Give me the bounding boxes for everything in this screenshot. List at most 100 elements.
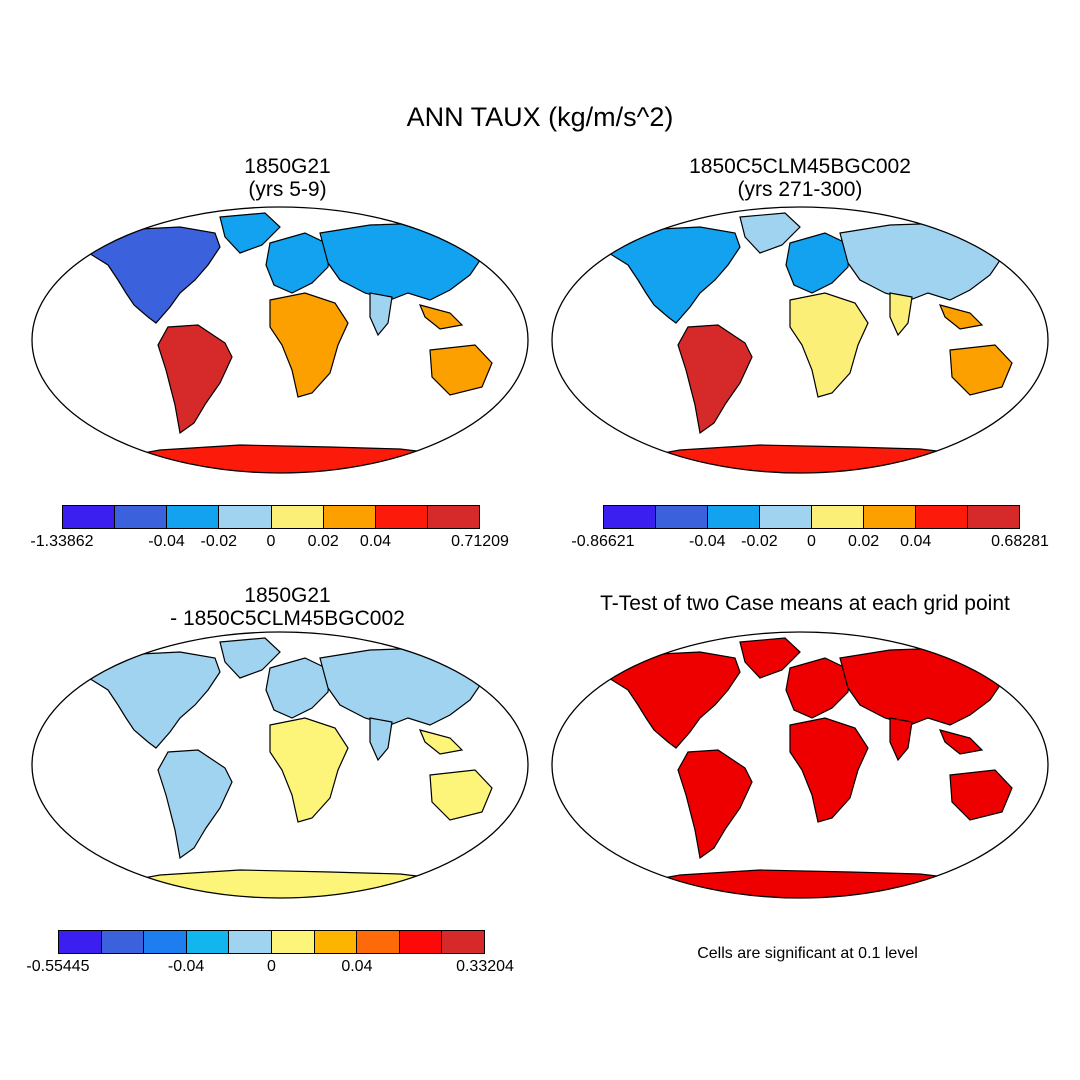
colorbar-tick-label: -0.55445 bbox=[26, 958, 90, 975]
colorbar-tick-label: 0.04 bbox=[341, 958, 373, 975]
region-greenland bbox=[219, 637, 281, 679]
colorbar-boxes bbox=[58, 930, 485, 954]
region-seasia bbox=[938, 304, 984, 330]
map-ttest bbox=[551, 631, 1049, 899]
colorbar-boxes bbox=[62, 505, 480, 529]
colorbar-swatch bbox=[864, 506, 916, 528]
colorbar-tick-label: -0.02 bbox=[200, 533, 237, 550]
region-greenland bbox=[739, 212, 801, 254]
region-africa bbox=[269, 717, 349, 823]
colorbar-swatch bbox=[115, 506, 168, 528]
region-asia bbox=[319, 647, 486, 726]
region-antarctica bbox=[628, 869, 990, 898]
colorbar-swatch bbox=[63, 506, 116, 528]
region-india bbox=[889, 717, 913, 762]
region-africa bbox=[789, 717, 869, 823]
region-africa bbox=[269, 292, 349, 398]
map-land-layer bbox=[588, 637, 1013, 898]
region-samerica bbox=[157, 324, 233, 435]
region-australia bbox=[949, 344, 1013, 396]
colorbar-swatch bbox=[357, 931, 400, 953]
colorbar-tick-label: 0.02 bbox=[307, 533, 339, 550]
region-samerica bbox=[157, 749, 233, 860]
colorbar-swatch bbox=[656, 506, 708, 528]
colorbar-diff: -0.55445 -0.04 0 0.04 0.33204 bbox=[26, 930, 514, 976]
map-boundary bbox=[31, 631, 529, 899]
map-diff bbox=[31, 631, 529, 899]
region-greenland bbox=[739, 637, 801, 679]
colorbar-tick-label: 0 bbox=[267, 958, 276, 975]
colorbar-tick-label: 0 bbox=[807, 533, 816, 550]
colorbar-swatch bbox=[186, 931, 230, 953]
region-namerica bbox=[588, 226, 741, 324]
region-antarctica bbox=[628, 444, 990, 473]
region-seasia bbox=[418, 729, 464, 755]
colorbar-tick-label: 0.71209 bbox=[451, 533, 509, 550]
colorbar-swatch bbox=[427, 506, 479, 528]
colorbar-tick-label: 0.33204 bbox=[456, 958, 514, 975]
colorbar-swatch bbox=[604, 506, 656, 528]
map-boundary bbox=[31, 206, 529, 474]
region-namerica bbox=[68, 226, 221, 324]
colorbar-swatch bbox=[101, 931, 145, 953]
region-asia bbox=[839, 222, 1006, 301]
colorbar-tick-label: 0.04 bbox=[900, 533, 932, 550]
colorbar-swatch bbox=[375, 506, 428, 528]
map-land-layer bbox=[68, 637, 493, 898]
colorbar-swatch bbox=[271, 506, 324, 528]
region-australia bbox=[429, 769, 493, 821]
region-europe bbox=[265, 657, 331, 719]
region-australia bbox=[949, 769, 1013, 821]
region-seasia bbox=[418, 304, 464, 330]
figure-title: ANN TAUX (kg/m/s^2) bbox=[406, 102, 674, 132]
colorbar-swatch bbox=[812, 506, 864, 528]
region-europe bbox=[785, 232, 851, 294]
map-land-layer bbox=[68, 212, 493, 473]
colorbar-case2: -0.86621 -0.04 -0.02 0 0.02 0.04 0.68281 bbox=[571, 505, 1049, 551]
region-seasia bbox=[938, 729, 984, 755]
colorbar-swatch bbox=[167, 506, 220, 528]
region-greenland bbox=[219, 212, 281, 254]
colorbar-tick-label: -0.04 bbox=[689, 533, 726, 550]
map-case1 bbox=[31, 206, 529, 474]
colorbar-swatch bbox=[760, 506, 812, 528]
colorbar-swatch bbox=[968, 506, 1019, 528]
region-europe bbox=[265, 232, 331, 294]
colorbar-swatch bbox=[59, 931, 102, 953]
colorbar-tick-label: 0.04 bbox=[359, 533, 392, 550]
map-case2 bbox=[551, 206, 1049, 474]
colorbar-tick-label: 0.02 bbox=[848, 533, 880, 550]
panel-title-case1: 1850G21 (yrs 5-9) bbox=[244, 155, 331, 201]
region-india bbox=[369, 717, 393, 762]
colorbar-case1: -1.33862 -0.04 -0.02 0 0.02 0.04 0.71209 bbox=[30, 505, 509, 551]
map-boundary bbox=[551, 206, 1049, 474]
panel-title-case2: 1850C5CLM45BGC002 (yrs 271-300) bbox=[689, 155, 911, 201]
colorbar-tick-label: 0 bbox=[266, 533, 276, 550]
colorbar-boxes bbox=[603, 505, 1020, 529]
colorbar-swatch bbox=[219, 506, 272, 528]
panel-title-diff: 1850G21- 1850C5CLM45BGC002 bbox=[170, 584, 405, 630]
colorbar-swatch bbox=[399, 931, 443, 953]
colorbar-tick-label: -1.33862 bbox=[30, 533, 94, 550]
region-india bbox=[369, 292, 393, 337]
region-australia bbox=[429, 344, 493, 396]
map-land-layer bbox=[588, 212, 1013, 473]
colorbar-swatch bbox=[144, 931, 187, 953]
colorbar-swatch bbox=[442, 931, 484, 953]
colorbar-tick-label: -0.02 bbox=[741, 533, 778, 550]
region-africa bbox=[789, 292, 869, 398]
panel-title-ttest: T-Test of two Case means at each grid po… bbox=[600, 592, 1010, 615]
colorbar-tick-label: 0.68281 bbox=[991, 533, 1049, 550]
region-antarctica bbox=[108, 869, 470, 898]
colorbar-tick-label: -0.04 bbox=[167, 958, 205, 975]
colorbar-swatch bbox=[323, 506, 376, 528]
colorbar-tick-label: -0.86621 bbox=[571, 533, 635, 550]
region-india bbox=[889, 292, 913, 337]
ttest-note: Cells are significant at 0.1 level bbox=[697, 945, 918, 962]
region-samerica bbox=[677, 324, 753, 435]
region-europe bbox=[785, 657, 851, 719]
region-asia bbox=[319, 222, 486, 301]
colorbar-swatch bbox=[708, 506, 760, 528]
region-asia bbox=[839, 647, 1006, 726]
colorbar-swatch bbox=[229, 931, 272, 953]
